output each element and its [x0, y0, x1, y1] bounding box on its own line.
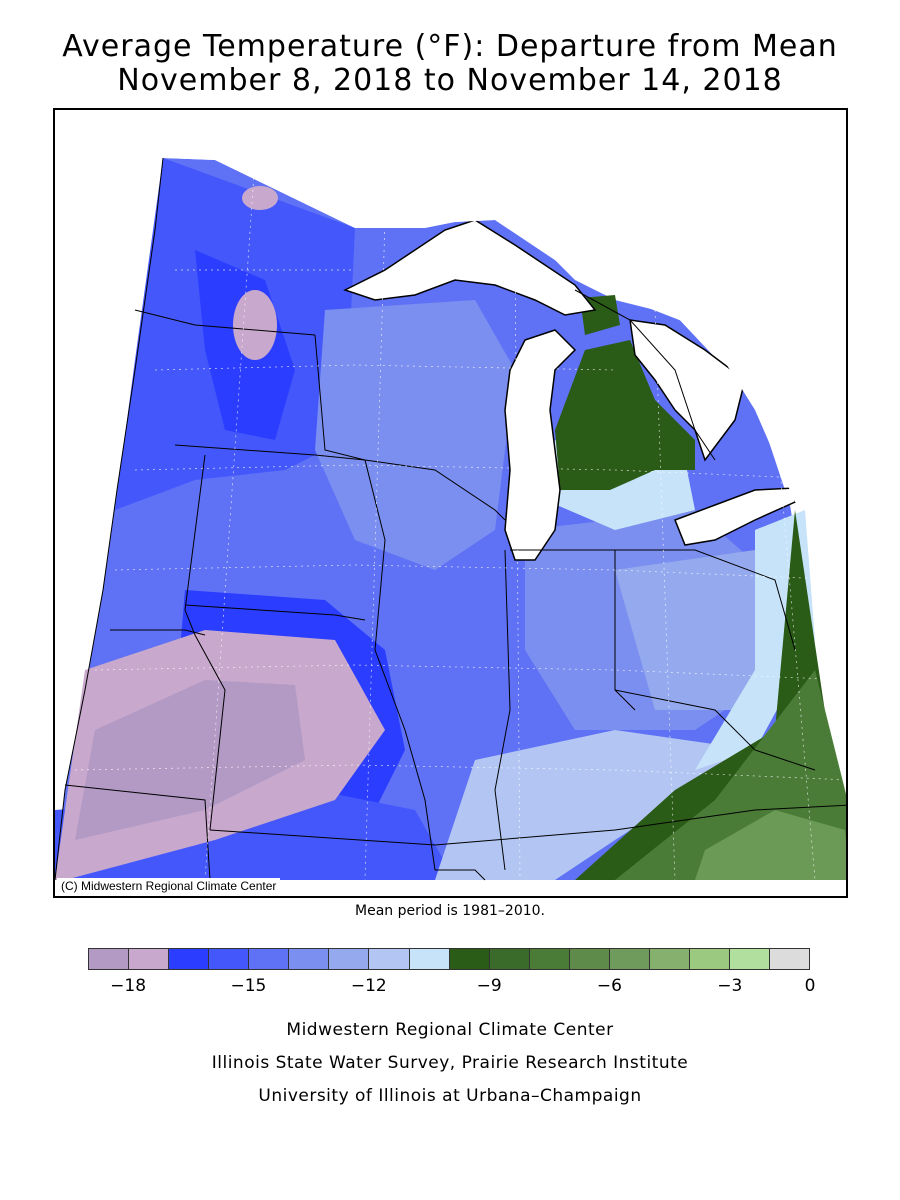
legend-swatch: [609, 949, 650, 969]
state-boundaries: [55, 157, 846, 881]
legend-tick-label: −9: [476, 976, 502, 996]
legend-swatch: [89, 949, 130, 969]
region-blue-soft-oh: [615, 550, 795, 710]
lake-michigan: [504, 329, 577, 561]
legend-swatch: [449, 949, 490, 969]
footer-university: University of Illinois at Urbana–Champai…: [258, 1086, 642, 1106]
legend-swatch: [369, 949, 410, 969]
map-title-line-2: November 8, 2018 to November 14, 2018: [117, 63, 783, 98]
region-blue-med-wi: [315, 300, 515, 570]
region-blue-pale-ky: [435, 730, 755, 880]
canada-white: [163, 110, 846, 510]
legend-swatch: [689, 949, 730, 969]
lake-superior: [343, 219, 597, 316]
legend-tick-label: 0: [804, 976, 816, 996]
map-title-line-1: Average Temperature (°F): Departure from…: [62, 29, 838, 64]
region-purple-dark-plains: [75, 680, 305, 840]
legend-swatch: [129, 949, 170, 969]
legend-tick-label: −12: [350, 976, 387, 996]
legend-swatch: [209, 949, 250, 969]
legend-swatch: [489, 949, 530, 969]
legend-swatch: [569, 949, 610, 969]
mean-period-note: Mean period is 1981–2010.: [355, 903, 545, 919]
legend-tick-label: −18: [110, 976, 147, 996]
legend-tick-labels: −18 −15 −12 −9 −6 −3 0: [88, 976, 815, 996]
legend-swatch: [649, 949, 690, 969]
legend-tick-label: −6: [596, 976, 622, 996]
region-blue-ice-band: [695, 510, 815, 770]
legend-swatch: [169, 949, 210, 969]
map-panel: (C) Midwestern Regional Climate Center: [53, 108, 848, 898]
region-green-dark-mi: [555, 340, 695, 490]
region-purple-nd: [233, 290, 277, 360]
legend-tick-label: −15: [230, 976, 267, 996]
copyright-notice: (C) Midwestern Regional Climate Center: [57, 878, 281, 894]
color-legend: [88, 948, 810, 970]
legend-swatch: [249, 949, 290, 969]
region-green-light-se: [695, 810, 846, 880]
region-purple-north: [242, 186, 278, 210]
footer-organization: Midwestern Regional Climate Center: [286, 1020, 614, 1040]
legend-swatch: [409, 949, 450, 969]
legend-swatch: [730, 949, 771, 969]
lake-huron: [629, 319, 746, 462]
legend-tick-label: −3: [717, 976, 743, 996]
legend-swatch: [329, 949, 370, 969]
legend-swatch: [289, 949, 330, 969]
temperature-departure-map: [55, 110, 846, 881]
graticule: [74, 159, 846, 881]
legend-swatch: [529, 949, 570, 969]
legend-swatch: [770, 949, 810, 969]
footer-survey: Illinois State Water Survey, Prairie Res…: [211, 1053, 689, 1073]
